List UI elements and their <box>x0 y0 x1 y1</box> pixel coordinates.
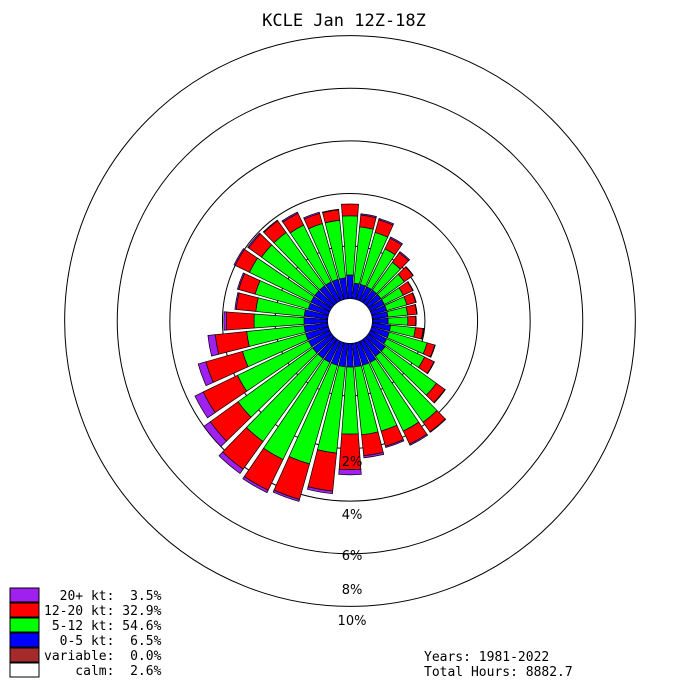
bar-120-20-kt <box>426 361 435 375</box>
bar-90-0-5-kt <box>371 317 389 325</box>
ring-label: 2% <box>342 455 363 470</box>
bar-90-20-kt <box>415 315 417 327</box>
ring-6 <box>169 140 531 502</box>
footer-hours: Total Hours: 8882.7 <box>424 665 573 680</box>
bar-280-12-20-kt <box>235 292 259 312</box>
bar-190-20-kt <box>306 486 334 495</box>
legend-label: 5-12 kt: 54.6% <box>44 619 162 634</box>
bar-90-5-12-kt <box>387 316 409 326</box>
bar-150-20-kt <box>409 433 429 446</box>
bar-240-20-kt <box>194 391 216 419</box>
ring-layer <box>64 35 636 607</box>
bar-270-20-kt <box>223 311 228 331</box>
bar-180-20-kt <box>338 468 362 476</box>
legend-swatch <box>9 632 40 648</box>
bar-layer <box>194 203 447 502</box>
bar-280-20-kt <box>234 292 240 310</box>
bar-90-12-20-kt <box>407 315 417 327</box>
ring-10 <box>64 35 636 607</box>
bar-10-20-kt <box>360 213 377 219</box>
legend-swatch <box>9 647 40 663</box>
bar-230-20-kt <box>203 421 227 448</box>
bar-210-20-kt <box>242 476 269 494</box>
bar-60-20-kt <box>407 281 414 292</box>
bar-260-20-kt <box>207 334 220 357</box>
legend-swatch <box>9 662 40 678</box>
bar-110-20-kt <box>429 344 436 358</box>
bar-80-20-kt <box>414 303 418 315</box>
ring-8 <box>116 87 584 555</box>
legend-label: variable: 0.0% <box>44 649 162 664</box>
bar-160-20-kt <box>385 439 405 448</box>
bar-270-5-12-kt <box>253 313 305 329</box>
legend-swatch <box>9 602 40 618</box>
legend-swatch <box>9 617 40 633</box>
bar-140-20-kt <box>429 418 447 433</box>
ring-label: 6% <box>342 549 363 564</box>
bar-350-20-kt <box>322 208 340 214</box>
bar-330-20-kt <box>281 211 299 223</box>
bar-30-20-kt <box>389 236 403 246</box>
bar-100-20-kt <box>420 328 425 340</box>
bar-0-12-20-kt <box>341 203 359 217</box>
bar-300-20-kt <box>233 248 245 266</box>
bar-220-20-kt <box>218 451 244 475</box>
bar-340-20-kt <box>303 211 321 220</box>
ring-label-layer: 2% 4% 6% 8% 10% <box>338 455 367 629</box>
footer-years: Years: 1981-2022 <box>424 650 549 665</box>
bar-130-20-kt <box>433 388 446 404</box>
ring-label: 10% <box>338 614 367 629</box>
legend-label: 0-5 kt: 6.5% <box>44 634 162 649</box>
legend-label: 12-20 kt: 32.9% <box>44 604 162 619</box>
bar-250-20-kt <box>197 361 214 387</box>
bar-310-20-kt <box>247 232 261 249</box>
ring-label: 4% <box>342 508 363 523</box>
bar-190-12-20-kt <box>307 449 337 492</box>
bar-50-20-kt <box>405 266 414 277</box>
chart-title: KCLE Jan 12Z-18Z <box>262 11 426 31</box>
ring-label: 8% <box>342 583 363 598</box>
bar-290-20-kt <box>236 272 245 290</box>
legend-label: calm: 2.6% <box>44 664 162 679</box>
bar-170-12-20-kt <box>361 431 384 457</box>
bar-70-20-kt <box>411 292 417 303</box>
legend-swatch <box>9 587 40 603</box>
bar-170-20-kt <box>363 451 385 459</box>
bar-270-12-20-kt <box>226 311 255 331</box>
bar-40-20-kt <box>398 251 411 262</box>
bar-320-20-kt <box>262 219 279 233</box>
legend: 20+ kt: 3.5%12-20 kt: 32.9% 5-12 kt: 54.… <box>9 587 162 679</box>
bar-20-20-kt <box>378 218 395 226</box>
legend-label: 20+ kt: 3.5% <box>44 589 162 604</box>
bar-200-20-kt <box>272 489 300 502</box>
